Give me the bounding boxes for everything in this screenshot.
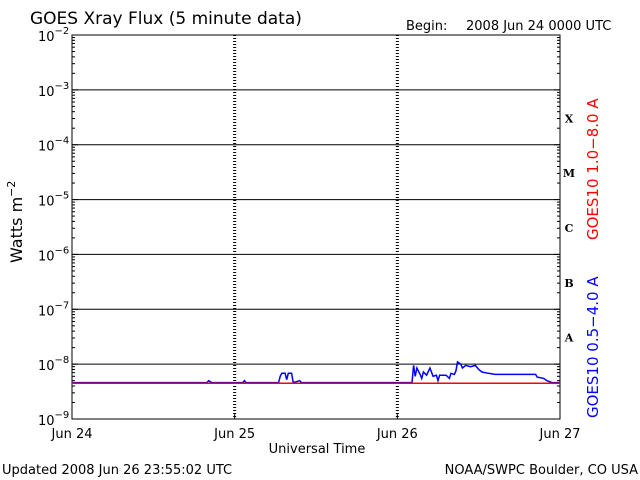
x-axis-ticks: Jun 24 Jun 25 Jun 26 Jun 27 (51, 413, 581, 442)
chart-title: GOES Xray Flux (5 minute data) (30, 9, 302, 29)
y-tick-label: 10−2 (38, 26, 69, 45)
y-tick-label: 10−3 (38, 81, 69, 100)
flare-class-label: M (563, 167, 575, 180)
flare-class-labels: X M C B A (563, 112, 575, 344)
series-line-goes10-short (72, 360, 560, 384)
y-axis-label-exponent: −2 (5, 181, 18, 197)
x-tick-label: Jun 25 (213, 427, 255, 442)
x-tick-label: Jun 24 (51, 427, 93, 442)
x-tick-label: Jun 26 (376, 427, 418, 442)
y-axis-label-main: Watts m (7, 197, 26, 263)
footer-credit: NOAA/SWPC Boulder, CO USA (445, 463, 638, 478)
x-tick-label: Jun 27 (539, 427, 581, 442)
y-axis-label: Watts m−2 (5, 181, 26, 263)
y-tick-label: 10−8 (38, 355, 69, 374)
y-tick-label: 10−4 (38, 136, 69, 155)
flare-class-label: B (564, 277, 573, 290)
flare-class-label: C (565, 222, 574, 235)
flare-class-label: X (565, 112, 574, 125)
begin-value: 2008 Jun 24 0000 UTC (466, 19, 611, 34)
y-tick-label: 10−6 (38, 245, 69, 264)
y-tick-label: 10−9 (38, 410, 69, 429)
begin-label: Begin: (406, 19, 447, 34)
footer-updated: Updated 2008 Jun 26 23:55:02 UTC (2, 463, 232, 478)
series-layer (72, 360, 560, 384)
x-axis-label: Universal Time (269, 442, 366, 457)
plot-frame (71, 34, 561, 420)
y-tick-label: 10−5 (38, 191, 69, 210)
plot-area (71, 34, 561, 420)
legend-goes10-short: GOES10 0.5−4.0 A (584, 276, 602, 418)
legend-goes10-long: GOES10 1.0−8.0 A (584, 98, 602, 240)
y-tick-label: 10−7 (38, 300, 69, 319)
flare-class-label: A (564, 332, 574, 345)
y-axis-ticks: 10−2 10−3 10−4 10−5 10−6 10−7 10−8 10−9 (38, 26, 560, 429)
